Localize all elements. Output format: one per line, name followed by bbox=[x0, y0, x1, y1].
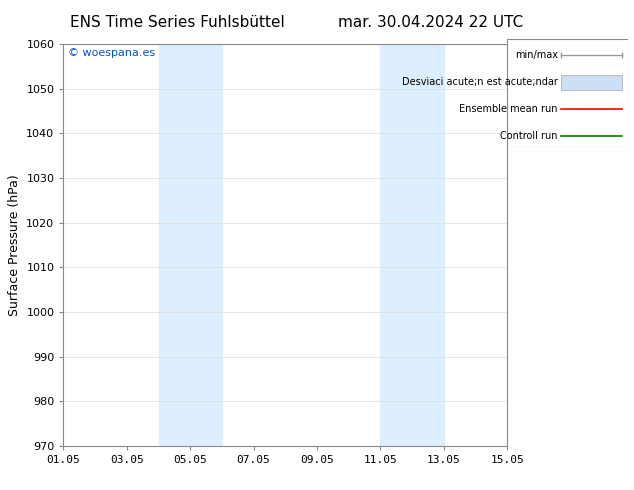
Text: min/max: min/max bbox=[515, 50, 558, 60]
Y-axis label: Surface Pressure (hPa): Surface Pressure (hPa) bbox=[8, 174, 21, 316]
Text: mar. 30.04.2024 22 UTC: mar. 30.04.2024 22 UTC bbox=[339, 15, 524, 30]
Text: ENS Time Series Fuhlsbüttel: ENS Time Series Fuhlsbüttel bbox=[70, 15, 285, 30]
Text: Desviaci acute;n est acute;ndar: Desviaci acute;n est acute;ndar bbox=[402, 77, 558, 87]
Text: © woespana.es: © woespana.es bbox=[68, 48, 155, 58]
FancyBboxPatch shape bbox=[562, 75, 621, 90]
Bar bbox=[412, 44, 444, 446]
Bar bbox=[190, 44, 222, 446]
Text: Ensemble mean run: Ensemble mean run bbox=[459, 104, 558, 114]
Bar bbox=[380, 44, 412, 446]
Text: Controll run: Controll run bbox=[500, 131, 558, 141]
FancyBboxPatch shape bbox=[507, 39, 628, 147]
Bar bbox=[158, 44, 190, 446]
